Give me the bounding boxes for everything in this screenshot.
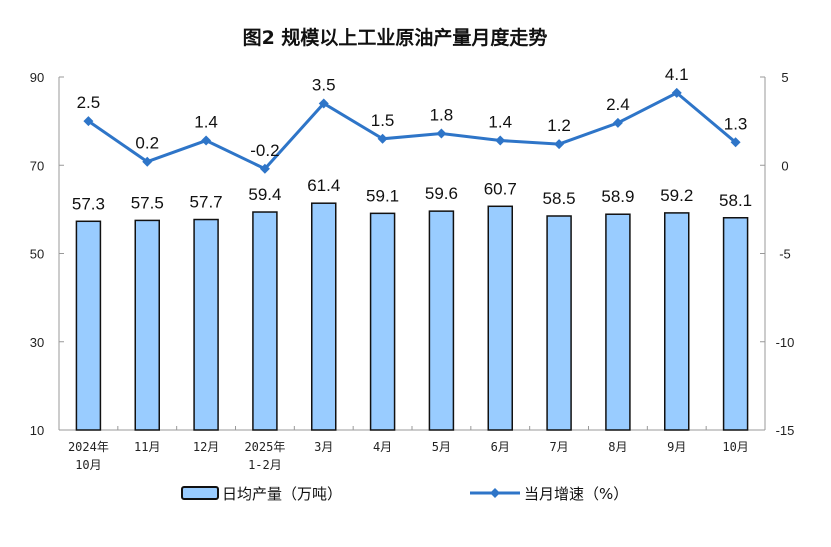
line-data-label: 1.3 — [724, 114, 748, 133]
line-point — [671, 87, 682, 98]
bar — [75, 220, 102, 431]
line-point — [436, 128, 447, 139]
line-point — [259, 163, 270, 174]
right-tick-label: -15 — [776, 423, 795, 438]
legend-bar-label: 日均产量（万吨） — [222, 485, 342, 503]
bar-data-label: 57.5 — [131, 193, 164, 212]
right-tick-label: 5 — [781, 70, 788, 85]
bar — [605, 213, 631, 431]
bar — [664, 212, 690, 431]
bar — [369, 212, 396, 431]
bar-data-label: 59.6 — [425, 184, 458, 203]
bar-data-label: 58.5 — [543, 189, 576, 208]
line-point — [730, 137, 741, 148]
line-point — [377, 133, 388, 144]
bar-data-label: 57.7 — [190, 193, 223, 212]
line-data-label: -0.2 — [250, 141, 279, 160]
left-tick-label: 70 — [30, 158, 44, 173]
bar — [487, 205, 513, 431]
line-data-label: 3.5 — [312, 75, 336, 94]
line-data-label: 1.5 — [371, 111, 395, 130]
x-tick-label: 11月 — [134, 440, 160, 454]
bar — [134, 219, 160, 431]
bar — [722, 217, 749, 431]
x-tick-label: 4月 — [373, 440, 392, 454]
line-point — [495, 135, 506, 146]
line-data-label: 2.5 — [77, 93, 101, 112]
line-data-label: 1.2 — [547, 116, 571, 135]
x-tick-label: 8月 — [608, 440, 627, 454]
line-data-label: 1.4 — [488, 113, 512, 132]
x-tick-label: 9月 — [667, 440, 686, 454]
left-tick-label: 30 — [30, 335, 44, 350]
legend-bar-swatch — [181, 486, 219, 500]
x-tick-label: 3月 — [314, 440, 333, 454]
legend-line-label: 当月增速（%） — [524, 485, 628, 503]
bar — [252, 211, 278, 431]
x-tick-label: 12月 — [193, 440, 219, 454]
left-tick-label: 10 — [30, 423, 44, 438]
growth-line — [87, 91, 737, 171]
bar-data-label: 58.9 — [601, 187, 634, 206]
right-tick-label: -10 — [776, 335, 795, 350]
bar-data-label: 60.7 — [484, 179, 517, 198]
bar — [546, 215, 572, 431]
line-point — [612, 117, 623, 128]
legend-line-marker — [490, 488, 500, 498]
left-tick-label: 90 — [30, 70, 44, 85]
x-tick-label: 5月 — [432, 440, 451, 454]
line-data-label: 1.8 — [430, 105, 454, 124]
bar-data-label: 59.1 — [366, 186, 399, 205]
bar — [311, 202, 337, 431]
bar — [193, 218, 219, 431]
line-point — [142, 156, 153, 167]
bar-data-label: 57.3 — [72, 194, 105, 213]
bar-data-label: 59.4 — [248, 185, 281, 204]
line-data-label: 4.1 — [665, 65, 689, 84]
line-data-label: 1.4 — [194, 113, 218, 132]
bar-data-label: 61.4 — [307, 176, 340, 195]
right-tick-label: 0 — [781, 158, 788, 173]
x-tick-label: 1-2月 — [248, 458, 282, 472]
x-tick-label: 10月 — [722, 440, 748, 454]
chart-title: 图2 规模以上工业原油产量月度走势 — [243, 26, 548, 49]
x-tick-label: 6月 — [491, 440, 510, 454]
line-point — [554, 139, 565, 150]
bar-data-label: 58.1 — [719, 191, 752, 210]
line-data-label: 0.2 — [135, 134, 159, 153]
bar-data-label: 59.2 — [660, 186, 693, 205]
line-point — [201, 135, 212, 146]
x-tick-label: 2024年 — [68, 440, 109, 454]
legend: 日均产量（万吨） 当月增速（%） — [181, 485, 628, 503]
bar — [428, 210, 455, 431]
x-tick-label: 7月 — [549, 440, 568, 454]
line-data-label: 2.4 — [606, 95, 630, 114]
x-tick-label: 2025年 — [244, 440, 285, 454]
line-point — [318, 98, 329, 109]
right-tick-label: -5 — [779, 247, 791, 262]
left-tick-label: 50 — [30, 247, 44, 262]
line-point — [83, 116, 94, 127]
x-tick-label: 10月 — [75, 458, 101, 472]
